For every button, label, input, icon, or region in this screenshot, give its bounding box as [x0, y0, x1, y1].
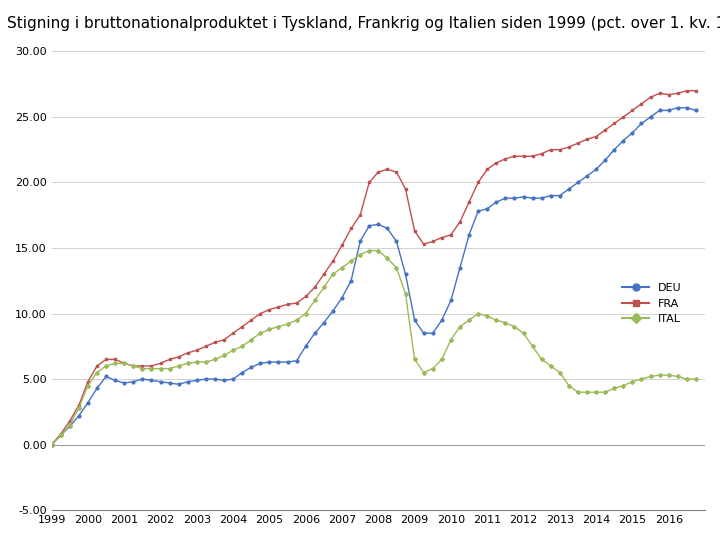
Legend: DEU, FRA, ITAL: DEU, FRA, ITAL [617, 279, 686, 329]
Text: Stigning i bruttonationalproduktet i Tyskland, Frankrig og Italien siden 1999 (p: Stigning i bruttonationalproduktet i Tys… [7, 16, 720, 31]
